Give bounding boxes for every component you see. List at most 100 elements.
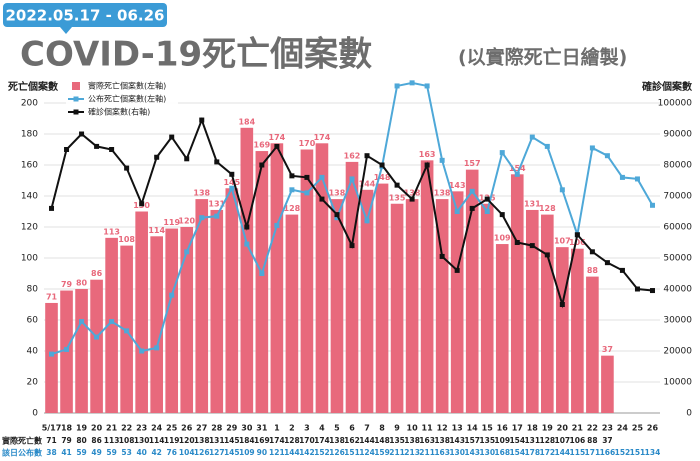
point [124, 328, 130, 334]
point [79, 319, 85, 325]
bar-value-label: 138 [434, 189, 451, 198]
bar [75, 289, 88, 413]
table-cell: 143 [449, 436, 465, 445]
x-tick-label: 27 [196, 424, 207, 433]
x-tick-label: 19 [76, 424, 88, 433]
point [529, 134, 535, 140]
point [244, 241, 250, 247]
table-cell: 166 [600, 448, 616, 457]
bar [195, 199, 209, 413]
table-cell: 131 [209, 436, 225, 445]
table-cell: 152 [314, 448, 330, 457]
y-tick-label: 0 [32, 409, 38, 419]
table-cell: 151 [344, 448, 360, 457]
table-cell: 108 [119, 436, 135, 445]
point [229, 171, 235, 177]
point [424, 83, 430, 89]
point [64, 346, 70, 352]
table-cell: 142 [299, 448, 315, 457]
point [439, 253, 445, 259]
table-cell: 128 [539, 436, 555, 445]
point [154, 154, 160, 160]
point [409, 196, 415, 202]
y2-tick-label: 20000 [663, 347, 692, 357]
point [94, 143, 100, 149]
y2-tick-label: 0 [686, 409, 692, 419]
point [94, 334, 100, 340]
x-tick-label: 12 [437, 424, 448, 433]
point [589, 145, 595, 151]
x-tick-label: 1 [274, 424, 280, 433]
bar [480, 203, 494, 413]
table-cell: 168 [494, 448, 510, 457]
bar-value-label: 131 [208, 199, 225, 208]
table-cell: 126 [194, 448, 210, 457]
table-cell: 104 [179, 448, 195, 457]
table-cell: 49 [91, 448, 101, 457]
point [529, 243, 535, 249]
x-tick-label: 30 [241, 424, 253, 433]
table-cell: 163 [419, 436, 435, 445]
point [469, 188, 475, 194]
table-cell: 106 [570, 436, 586, 445]
y-tick-label: 20 [27, 378, 39, 388]
bar-value-label: 37 [602, 345, 613, 354]
bar-value-label: 131 [524, 199, 541, 208]
x-tick-label: 17 [512, 424, 523, 433]
point [514, 240, 520, 245]
table-cell: 174 [269, 436, 285, 445]
bar [315, 143, 329, 414]
table-cell: 213 [404, 448, 420, 457]
bar [300, 149, 314, 413]
table-cell: 88 [587, 436, 597, 445]
bar-value-label: 143 [449, 181, 466, 190]
point [319, 174, 325, 180]
point [124, 165, 130, 171]
point [499, 212, 505, 218]
point [604, 153, 610, 159]
bar [45, 302, 58, 413]
table-cell: 170 [299, 436, 315, 445]
table-cell: 138 [329, 436, 345, 445]
table-cell: 41 [61, 448, 71, 457]
y-tick-label: 180 [21, 130, 38, 140]
point [619, 267, 625, 273]
table-row-label: 實際死亡數 [2, 436, 42, 446]
table-cell: 38 [46, 448, 56, 457]
x-tick-label: 25 [632, 424, 644, 433]
point [454, 267, 460, 273]
y-tick-label: 120 [21, 223, 38, 233]
table-cell: 59 [106, 448, 116, 457]
badge: 2022.05.17 - 06.26 [5, 7, 164, 25]
y2-tick-label: 90000 [663, 130, 692, 140]
bar [495, 244, 509, 413]
table-cell: 144 [555, 448, 571, 457]
table-cell: 154 [509, 436, 525, 445]
table-cell: 174 [314, 436, 330, 445]
bar-value-label: 128 [539, 204, 556, 213]
table-cell: 128 [284, 436, 300, 445]
point [229, 185, 235, 191]
bar [390, 203, 404, 413]
point [379, 162, 385, 168]
point [514, 171, 520, 177]
x-tick-label: 22 [587, 424, 598, 433]
point [214, 213, 220, 219]
point [394, 182, 400, 188]
y2-tick-label: 60000 [663, 223, 692, 233]
table-cell: 159 [374, 448, 390, 457]
point [199, 117, 205, 123]
y2-axis-title: 確診個案數 [642, 80, 692, 93]
bar-value-label: 144 [359, 179, 376, 188]
y2-tick-label: 30000 [663, 316, 692, 326]
x-tick-label: 2 [289, 424, 295, 433]
x-tick-label: 23 [136, 424, 147, 433]
y2-tick-label: 80000 [663, 161, 692, 171]
point [139, 201, 145, 207]
x-tick-label: 26 [181, 424, 193, 433]
bar-value-label: 113 [103, 227, 120, 236]
x-tick-label: 18 [527, 424, 539, 433]
bar-value-label: 170 [299, 139, 316, 148]
point [244, 224, 250, 230]
table-cell: 157 [464, 436, 480, 445]
